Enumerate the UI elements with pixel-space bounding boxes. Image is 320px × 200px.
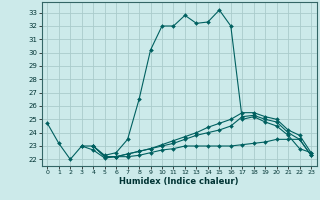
X-axis label: Humidex (Indice chaleur): Humidex (Indice chaleur) — [119, 177, 239, 186]
